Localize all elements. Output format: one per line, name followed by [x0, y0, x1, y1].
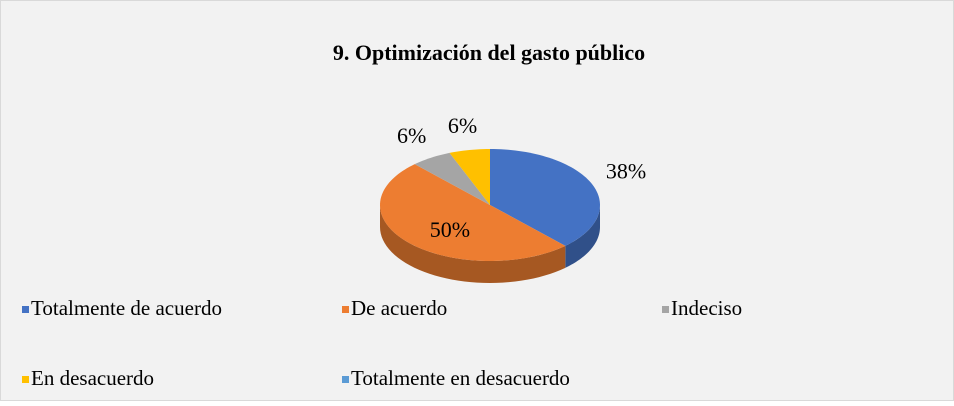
pie-side	[565, 205, 600, 268]
legend-label: De acuerdo	[351, 296, 447, 320]
legend-label: Totalmente de acuerdo	[31, 296, 222, 320]
legend-swatch	[342, 306, 349, 313]
legend-label: Totalmente en desacuerdo	[351, 366, 570, 390]
pie-slice	[414, 152, 490, 205]
pie-slice	[380, 164, 566, 261]
data-label: 50%	[430, 217, 470, 242]
chart-title: 9. Optimización del gasto público	[333, 40, 645, 65]
legend-swatch	[662, 306, 669, 313]
legend-swatch	[22, 376, 29, 383]
legend-label: Indeciso	[671, 296, 742, 320]
pie-side	[380, 205, 566, 283]
pie-slice	[449, 149, 490, 205]
legend-label: En desacuerdo	[31, 366, 154, 390]
data-label: 6%	[448, 113, 477, 138]
legend-swatch	[22, 306, 29, 313]
legend-swatch	[342, 376, 349, 383]
data-label: 38%	[606, 159, 646, 184]
pie-slice	[490, 149, 600, 246]
data-label: 6%	[397, 123, 426, 148]
